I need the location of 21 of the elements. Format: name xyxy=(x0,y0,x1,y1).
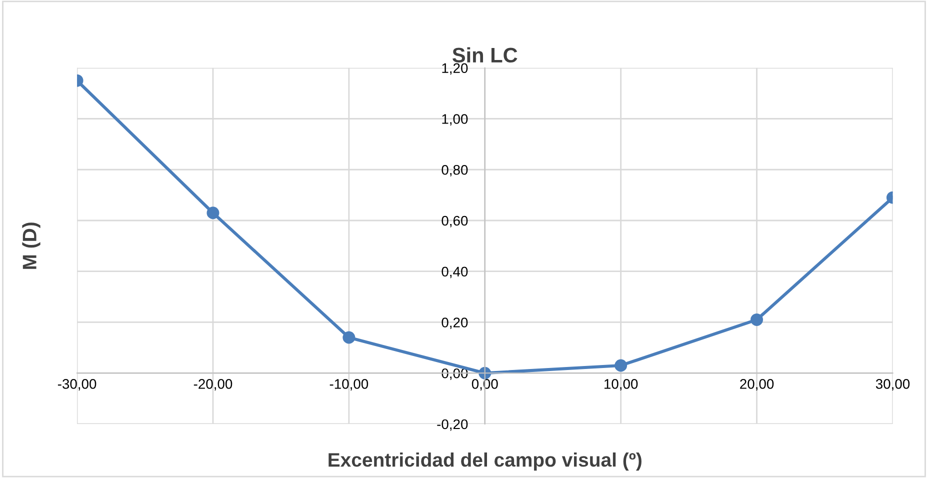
y-tick-label: 1,00 xyxy=(442,114,468,126)
x-tick-label: -20,00 xyxy=(194,379,232,391)
point xyxy=(750,313,764,326)
y-tick-label: 0,80 xyxy=(442,164,468,176)
x-tick-label: 30,00 xyxy=(876,379,910,391)
x-axis-title: Excentricidad del campo visual (º) xyxy=(328,452,642,471)
point xyxy=(342,331,356,344)
y-tick-label: 0,60 xyxy=(442,216,468,228)
y-tick-label: 1,20 xyxy=(442,63,468,75)
x-tick-label: 20,00 xyxy=(740,379,774,391)
x-tick-label: 0,00 xyxy=(472,379,498,391)
point xyxy=(614,359,628,372)
y-tick-label: 0,40 xyxy=(442,266,468,278)
point xyxy=(206,206,220,220)
x-tick-label: 10,00 xyxy=(604,379,638,391)
x-tick-label: -10,00 xyxy=(330,379,368,391)
y-tick-label: -0,20 xyxy=(437,419,468,431)
chart-title: Sin LC xyxy=(452,47,518,63)
y-axis-title: M (D) xyxy=(22,222,40,269)
x-tick-label: -30,00 xyxy=(58,379,96,391)
y-tick-label: 0,20 xyxy=(442,318,468,330)
